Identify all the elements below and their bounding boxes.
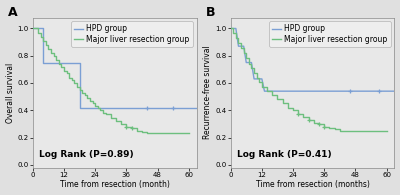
Text: B: B — [206, 6, 216, 19]
X-axis label: Time from resection (month): Time from resection (month) — [60, 180, 170, 190]
Legend: HPD group, Major liver resection group: HPD group, Major liver resection group — [269, 21, 391, 47]
Text: A: A — [8, 6, 18, 19]
Text: Log Rank (P=0.41): Log Rank (P=0.41) — [237, 150, 332, 159]
Y-axis label: Overall survival: Overall survival — [6, 62, 14, 123]
X-axis label: Time from resection (months): Time from resection (months) — [256, 180, 370, 190]
Y-axis label: Recurrence-free survival: Recurrence-free survival — [204, 46, 212, 139]
Legend: HPD group, Major liver resection group: HPD group, Major liver resection group — [71, 21, 193, 47]
Text: Log Rank (P=0.89): Log Rank (P=0.89) — [39, 150, 134, 159]
